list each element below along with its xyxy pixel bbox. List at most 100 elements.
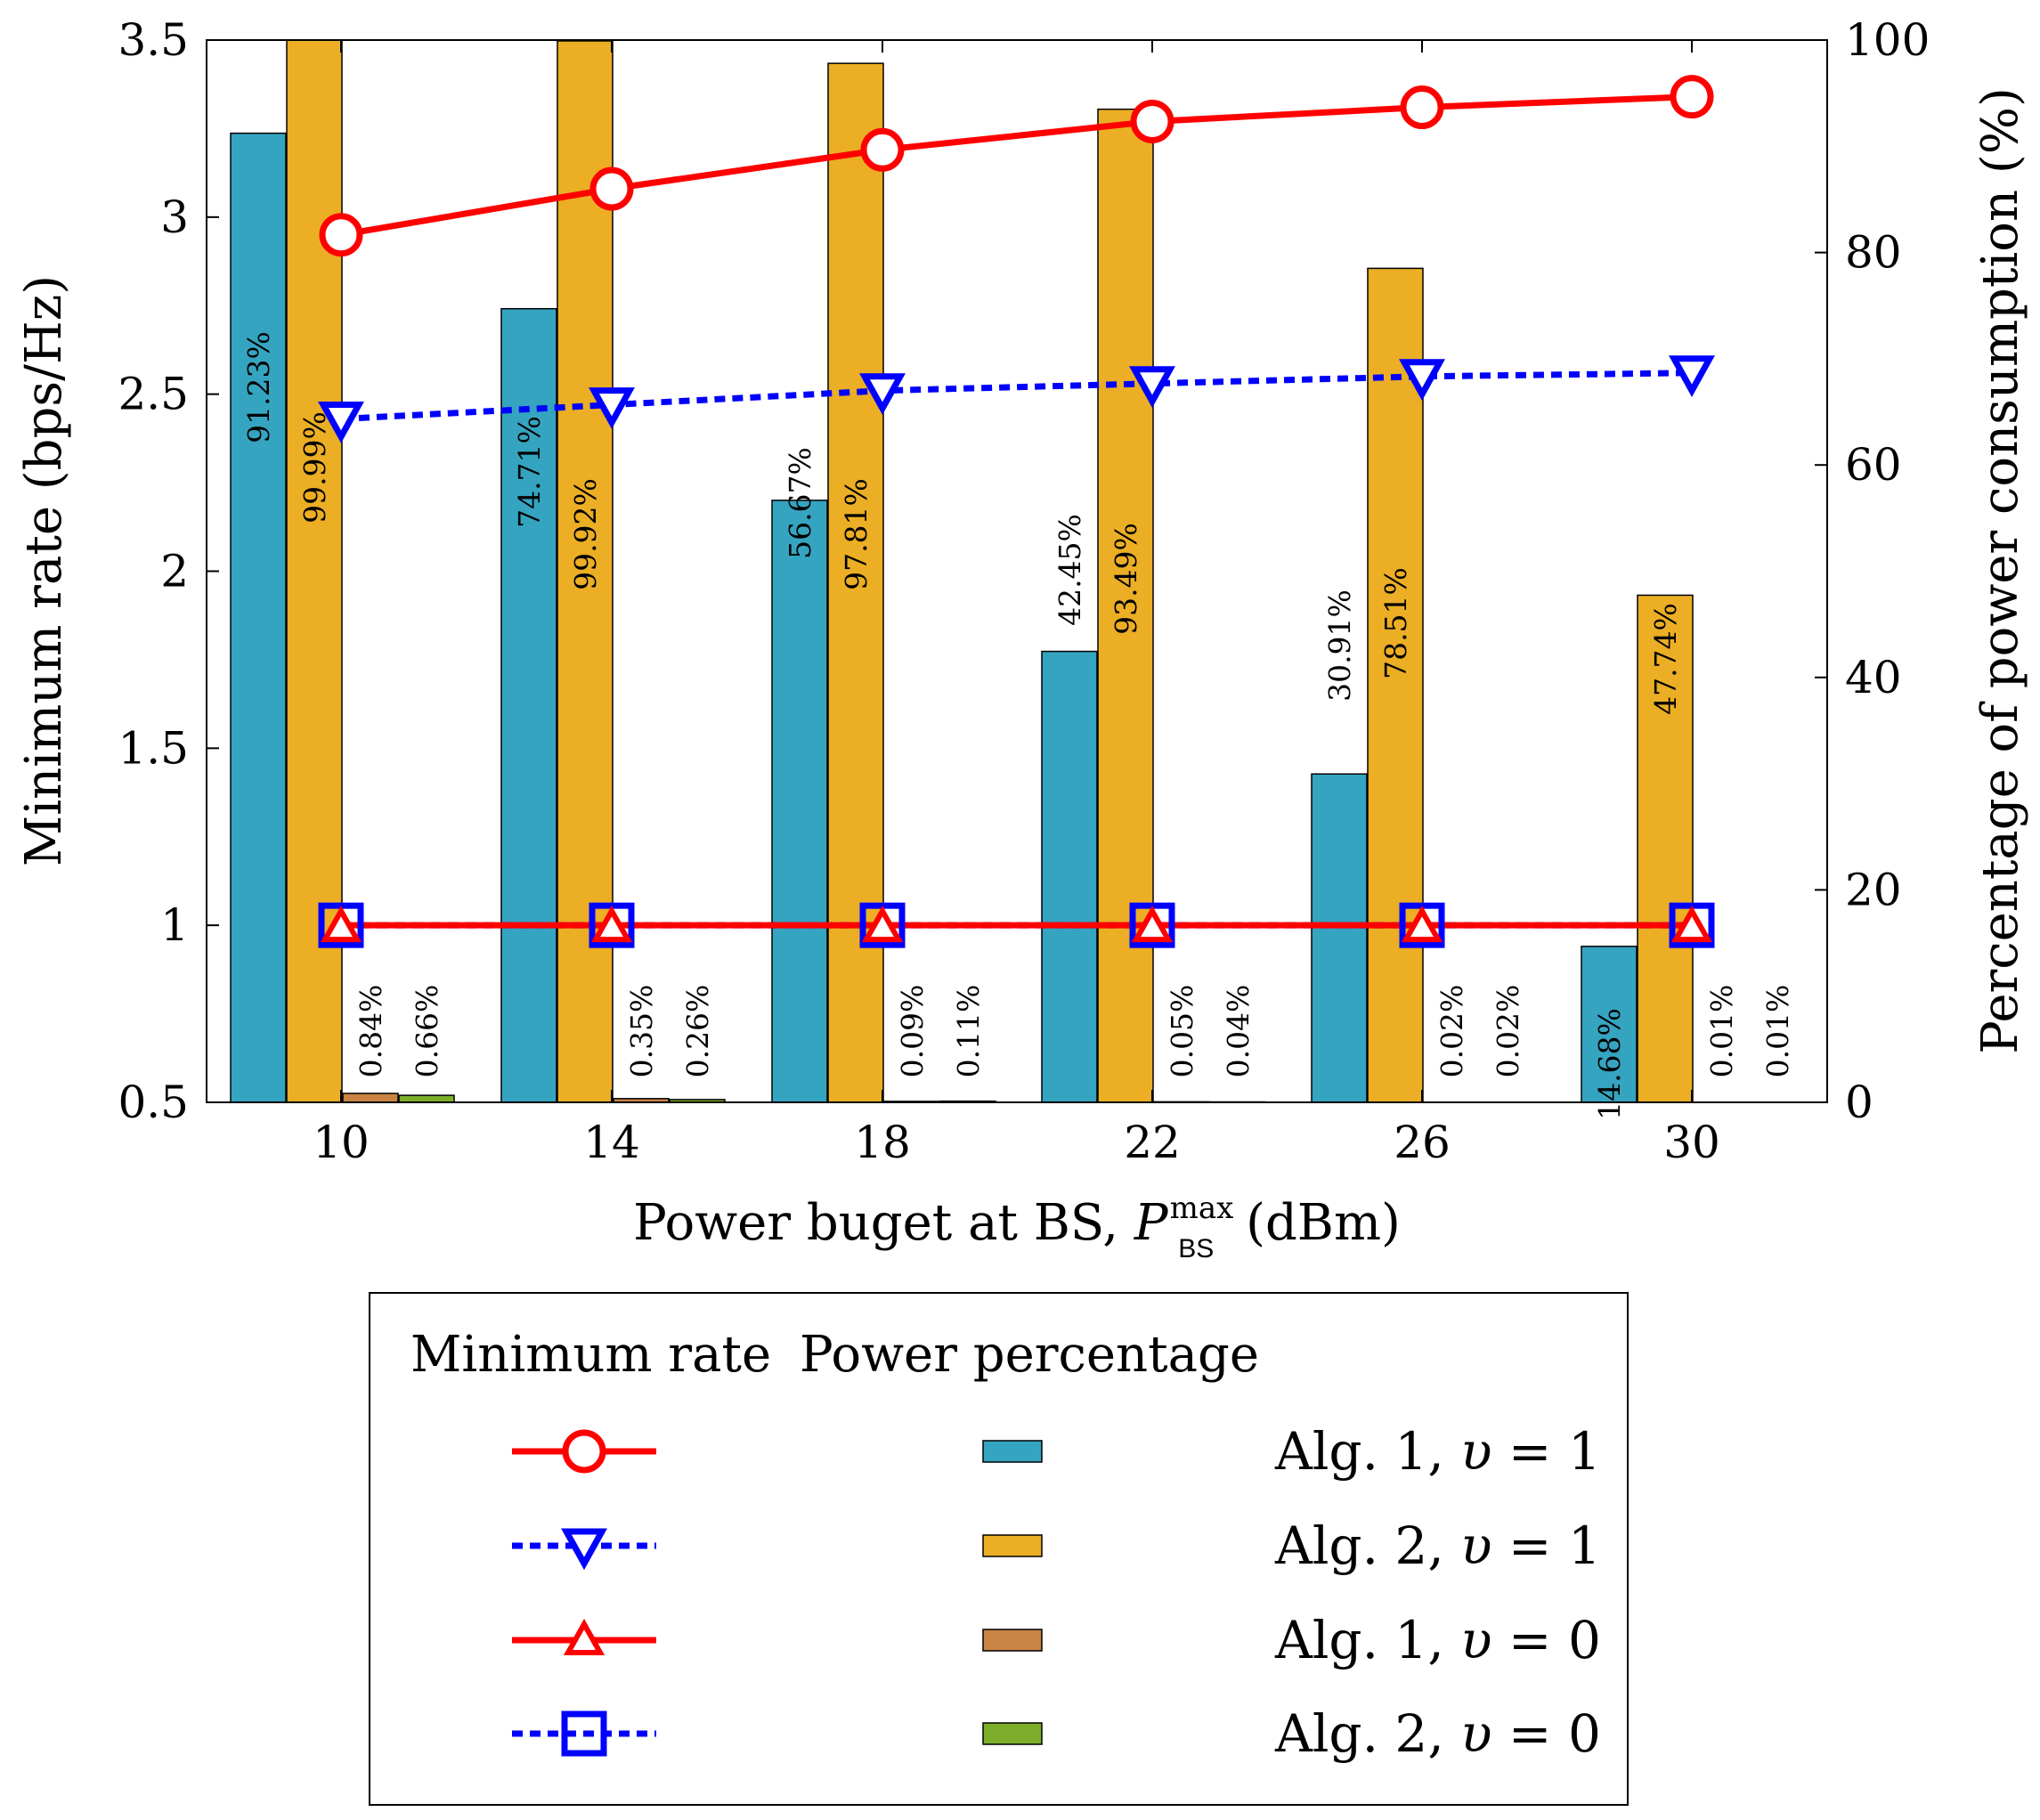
marker-circle: [1130, 99, 1174, 143]
bar-label: 0.01%: [1704, 985, 1739, 1078]
marker-square: [561, 1710, 607, 1757]
x-tick-label: 18: [854, 1117, 911, 1168]
marker-circle: [860, 127, 905, 172]
marker-triangle-down: [859, 373, 906, 415]
marker-triangle-up: [563, 1618, 605, 1655]
y-tick-label-right: 80: [1845, 227, 1902, 279]
legend-entry-suffix: = 1: [1491, 1515, 1600, 1576]
bar-label: 30.91%: [1322, 589, 1357, 702]
bar: [500, 307, 557, 1103]
series-line: [340, 370, 1693, 422]
lines-layer: [318, 75, 1715, 948]
plot-frame: [206, 39, 1828, 1103]
legend-entry-var: υ: [1460, 1703, 1491, 1764]
marker-triangle-down: [1399, 359, 1445, 401]
x-tick-label: 10: [313, 1117, 370, 1168]
legend-entry-label: Alg. 2, υ = 1: [1274, 1515, 1601, 1576]
x-tick-label: 26: [1394, 1117, 1451, 1168]
bar: [1041, 650, 1098, 1103]
bar-label: 0.26%: [680, 985, 715, 1078]
y-tick-label-left: 2.5: [118, 369, 189, 420]
marker-triangle-up: [590, 906, 633, 943]
legend-header-rate: Minimum rate: [410, 1326, 771, 1384]
legend-entry-prefix: Alg. 2,: [1274, 1703, 1460, 1764]
bar-label: 0.11%: [951, 985, 986, 1078]
bar-label: 0.02%: [1435, 985, 1469, 1078]
bar-label: 0.01%: [1760, 985, 1795, 1078]
legend-entry-prefix: Alg. 1,: [1274, 1610, 1460, 1670]
y-tick-label-left: 0.5: [118, 1077, 189, 1128]
bar-label: 42.45%: [1053, 514, 1087, 626]
bar-labels-layer: 91.23% 74.71% 56.67% 42.45% 30.91% 14.68% 99.9…: [241, 331, 1795, 1120]
legend-entry-suffix: = 0: [1491, 1610, 1600, 1670]
legend-entry-suffix: = 0: [1491, 1703, 1600, 1764]
legend: Minimum rate Power percentage Alg. 1, υ …: [369, 1292, 1629, 1806]
axes-layer: 0.5 1 1.5 2 2.5 3 3.5 0 20 40 60 80 100 10 14 18 22 26 30: [118, 14, 1930, 1168]
y-tick-label-right: 100: [1845, 14, 1930, 66]
bar: [342, 1093, 399, 1103]
marker-triangle-down: [1129, 366, 1175, 408]
legend-entry-prefix: Alg. 2,: [1274, 1515, 1460, 1576]
bars-layer: [230, 39, 1806, 1103]
marker-triangle-up: [1401, 906, 1443, 943]
marker-circle: [562, 1429, 606, 1474]
marker-triangle-down: [589, 387, 635, 429]
legend-entry-label: Alg. 1, υ = 0: [1274, 1610, 1601, 1670]
bar: [1581, 946, 1638, 1103]
marker-triangle-up: [861, 906, 904, 943]
bar-label: 99.99%: [297, 411, 332, 524]
marker-triangle-down: [1669, 355, 1715, 398]
y-tick-label-left: 1.5: [118, 722, 189, 774]
legend-entry-var: υ: [1460, 1515, 1491, 1576]
marker-circle: [1670, 75, 1714, 119]
x-axis-label-symbol: P: [1134, 1194, 1169, 1252]
bar-label: 74.71%: [512, 416, 547, 528]
series-line: [340, 93, 1693, 239]
bar: [398, 1094, 455, 1103]
legend-header-power: Power percentage: [800, 1326, 1259, 1384]
bar-label: 0.35%: [624, 985, 659, 1078]
bar-label: 0.09%: [895, 985, 930, 1078]
x-axis-label-unit: (dBm): [1230, 1194, 1401, 1252]
legend-bar-swatch: [982, 1629, 1043, 1652]
bar-label: 78.51%: [1378, 567, 1413, 679]
bar-label: 0.04%: [1221, 985, 1256, 1078]
x-axis-label-sup: max: [1170, 1190, 1234, 1226]
y-tick-label-left: 1: [160, 899, 189, 951]
y-tick-label-right: 60: [1845, 439, 1902, 491]
x-tick-label: 30: [1663, 1117, 1720, 1168]
bar-label: 0.66%: [410, 985, 444, 1078]
x-axis-label-main: Power buget at BS,: [633, 1194, 1134, 1252]
marker-triangle-up: [320, 906, 362, 943]
y-axis-left-label: Minimum rate (bps/Hz): [15, 275, 73, 866]
marker-triangle-up: [1670, 906, 1713, 943]
y-tick-label-left: 3: [160, 191, 189, 243]
marker-circle: [589, 167, 634, 211]
bar-label: 0.02%: [1491, 985, 1525, 1078]
bar: [1367, 267, 1424, 1103]
y-tick-label-left: 3.5: [118, 14, 189, 66]
y-axis-right-label: Percentage of power consumption (%): [1971, 87, 2029, 1054]
legend-bar-swatch: [982, 1534, 1043, 1557]
x-axis-label: Power buget at BS, Pmax BS (dBm): [633, 1190, 1401, 1263]
x-axis-label-sub: BS: [1178, 1234, 1214, 1263]
legend-entry-var: υ: [1460, 1421, 1491, 1482]
bar-label: 0.05%: [1165, 985, 1199, 1078]
legend-bar-swatch: [982, 1440, 1043, 1463]
bar: [1311, 773, 1368, 1103]
marker-triangle-up: [1131, 906, 1174, 943]
marker-triangle-down: [561, 1528, 607, 1571]
bar: [230, 132, 287, 1103]
bar-label: 56.67%: [783, 447, 817, 559]
marker-triangle-down: [318, 402, 364, 443]
legend-bar-swatch: [982, 1722, 1043, 1745]
y-tick-label-left: 2: [160, 546, 189, 597]
marker-circle: [1400, 85, 1444, 130]
legend-entry-prefix: Alg. 1,: [1274, 1421, 1460, 1482]
x-tick-label: 22: [1124, 1117, 1181, 1168]
bar-label: 93.49%: [1109, 523, 1143, 635]
marker-circle: [319, 213, 363, 257]
legend-entry-suffix: = 1: [1491, 1421, 1600, 1482]
